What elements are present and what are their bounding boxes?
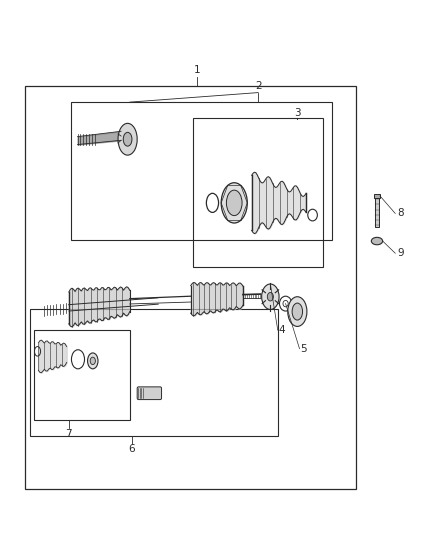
Ellipse shape <box>288 297 307 326</box>
Ellipse shape <box>261 284 279 310</box>
Text: 6: 6 <box>129 445 135 455</box>
Text: 8: 8 <box>397 208 404 219</box>
Text: 7: 7 <box>66 429 72 439</box>
Ellipse shape <box>292 303 303 320</box>
Text: 5: 5 <box>300 344 307 354</box>
Text: 9: 9 <box>397 248 404 259</box>
Bar <box>71 102 332 240</box>
Ellipse shape <box>118 123 137 155</box>
Bar <box>375 198 379 227</box>
Text: 4: 4 <box>279 325 286 335</box>
Ellipse shape <box>221 183 247 223</box>
Bar <box>30 309 278 436</box>
Text: 1: 1 <box>194 66 201 75</box>
Bar <box>34 330 130 420</box>
Ellipse shape <box>90 357 95 365</box>
Ellipse shape <box>123 132 132 146</box>
Ellipse shape <box>371 237 383 245</box>
Text: 3: 3 <box>294 108 300 118</box>
Ellipse shape <box>267 293 273 301</box>
Bar <box>25 86 356 489</box>
Text: 2: 2 <box>255 81 261 91</box>
Ellipse shape <box>226 190 242 216</box>
Ellipse shape <box>88 353 98 369</box>
FancyBboxPatch shape <box>137 387 162 400</box>
Bar <box>374 195 380 198</box>
Bar <box>193 118 323 266</box>
